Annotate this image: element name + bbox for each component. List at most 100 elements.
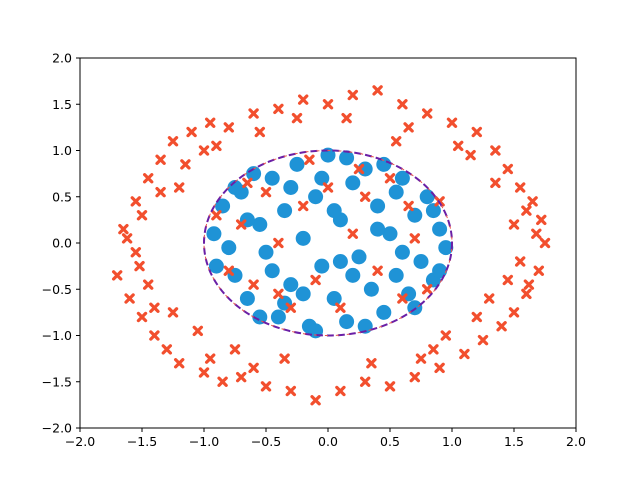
inner-point (419, 189, 435, 205)
outer-point (167, 307, 179, 318)
outer-point (217, 376, 228, 387)
outer-point (453, 140, 464, 152)
outer-point (508, 219, 520, 230)
outer-point (149, 330, 160, 341)
outer-point (539, 237, 551, 249)
outer-point (341, 112, 352, 124)
outer-point (527, 196, 538, 207)
inner-point (363, 281, 379, 297)
outer-point (174, 358, 185, 369)
outer-point (428, 344, 439, 355)
x-tick-label: 1.5 (504, 434, 524, 449)
outer-point (149, 302, 160, 313)
outer-point (161, 344, 172, 355)
outer-point (192, 325, 203, 337)
inner-point (295, 230, 311, 246)
outer-point (143, 173, 154, 184)
x-tick-label: 0.5 (380, 434, 400, 449)
outer-point (285, 385, 296, 397)
x-tick-label: −1.0 (189, 434, 219, 449)
outer-point (496, 321, 507, 332)
outer-point (440, 330, 451, 341)
outer-point (273, 288, 284, 300)
inner-point (264, 263, 280, 279)
outer-point (465, 149, 476, 161)
outer-point (310, 395, 321, 406)
inner-point (206, 226, 222, 242)
inner-point (376, 304, 392, 320)
inner-point (394, 244, 410, 260)
outer-point (121, 233, 133, 244)
outer-point (353, 163, 365, 175)
outer-point (223, 265, 234, 276)
outer-point (531, 228, 542, 239)
outer-point (134, 260, 145, 272)
inner-point (394, 170, 410, 186)
inner-point (370, 198, 386, 214)
inner-point (295, 286, 311, 302)
outer-point (471, 126, 482, 138)
x-tick-label: −0.5 (251, 434, 281, 449)
outer-point (254, 126, 265, 138)
outer-point (514, 182, 526, 193)
outer-point (434, 362, 445, 374)
inner-point (432, 263, 448, 279)
outer-point (174, 182, 185, 193)
inner-point (376, 156, 392, 172)
inner-point (277, 203, 293, 219)
outer-point (242, 177, 253, 189)
outer-point (322, 182, 334, 193)
outer-point (248, 279, 259, 290)
outer-point (335, 302, 346, 313)
outer-point (366, 358, 377, 369)
x-tick-label: 1.0 (442, 434, 462, 449)
inner-point (432, 221, 448, 237)
outer-point (360, 191, 371, 202)
y-tick-label: −1.5 (42, 374, 72, 389)
y-tick-label: 2.0 (52, 51, 72, 66)
inner-point (289, 156, 305, 172)
outer-point (347, 89, 358, 101)
outer-point (130, 247, 141, 258)
inner-point (252, 309, 268, 325)
outer-point (322, 99, 334, 110)
inner-point (326, 291, 342, 306)
y-tick-label: 0.5 (52, 189, 72, 204)
inner-point (314, 258, 330, 274)
outer-point (409, 233, 420, 244)
outer-point (484, 293, 495, 304)
outer-point (397, 293, 408, 304)
outer-point (391, 136, 402, 147)
inner-point (283, 180, 299, 195)
inner-point (270, 309, 286, 325)
outer-point (508, 307, 520, 318)
outer-point (223, 122, 234, 133)
outer-point (360, 376, 371, 387)
outer-point (533, 265, 545, 276)
inner-point (264, 170, 280, 186)
x-tick-label: 0.0 (318, 434, 338, 449)
outer-point (229, 344, 241, 355)
outer-point (521, 288, 532, 300)
outer-point (335, 385, 346, 397)
inner-point (370, 221, 386, 237)
inner-point (407, 207, 423, 223)
outer-point (205, 353, 216, 364)
outer-point (471, 311, 482, 323)
y-tick-label: −2.0 (42, 421, 72, 436)
inner-point (308, 189, 324, 205)
outer-point (273, 103, 284, 115)
outer-point (372, 85, 383, 96)
outer-point (490, 177, 501, 189)
inner-point (221, 240, 237, 256)
outer-point (536, 214, 547, 226)
outer-point (285, 302, 296, 313)
outer-point (384, 381, 396, 392)
inner-point (413, 254, 429, 269)
outer-point (304, 154, 315, 165)
y-tick-label: 0.0 (52, 236, 72, 251)
inner-point (227, 180, 243, 195)
outer-point (403, 200, 414, 212)
